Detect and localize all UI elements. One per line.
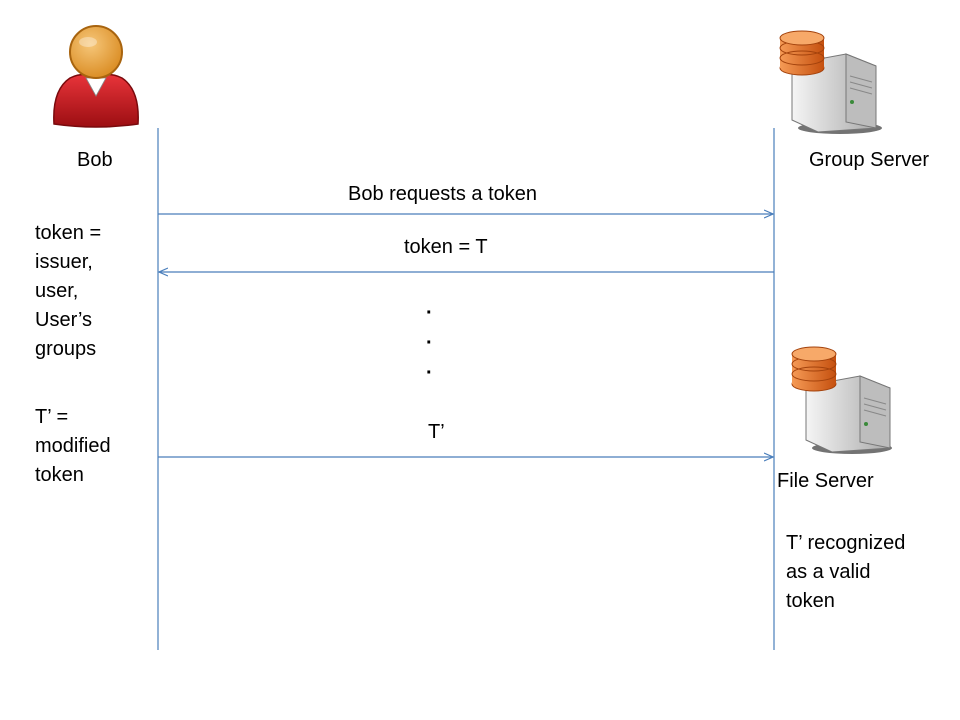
dot: · [426, 332, 433, 354]
modified-token-note: T’ = modified token [35, 403, 111, 490]
note-line: T’ recognized [786, 532, 906, 554]
file-server-icon [791, 346, 892, 454]
ellipsis-dots: · · · [426, 298, 438, 388]
note-line: groups [35, 338, 97, 360]
dot: · [426, 302, 433, 324]
token-definition-note: token = issuer, user, User’s groups [35, 219, 101, 364]
dot: · [426, 362, 433, 384]
note-line: user, [35, 280, 79, 302]
group-server-icon [779, 30, 882, 134]
note-line: issuer, [35, 251, 93, 273]
note-line: T’ = [35, 406, 69, 428]
file-server-label: File Server [777, 470, 874, 492]
recognized-note: T’ recognized as a valid token [786, 529, 905, 616]
bob-label: Bob [77, 149, 113, 171]
modified-token-message: T’ [428, 421, 445, 443]
request-message: Bob requests a token [348, 183, 538, 205]
group-server-label: Group Server [809, 149, 930, 171]
note-line: modified [35, 435, 111, 457]
note-line: as a valid [786, 561, 871, 583]
note-line: token = [35, 222, 102, 244]
note-line: token [35, 464, 84, 486]
person-icon [53, 25, 139, 128]
note-line: User’s [35, 309, 93, 331]
response-message: token = T [404, 236, 488, 258]
note-line: token [786, 590, 835, 612]
